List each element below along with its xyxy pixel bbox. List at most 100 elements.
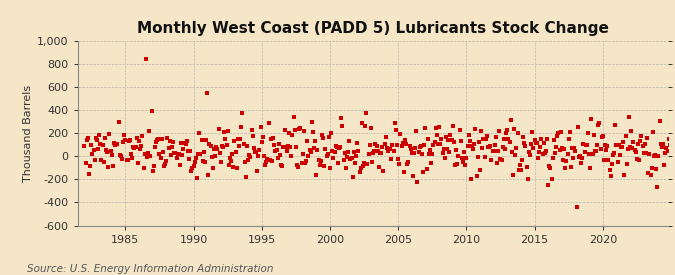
Point (510, 153, 520, 158)
Point (512, 131, 523, 135)
Point (105, 149, 116, 154)
Point (101, 148, 111, 152)
Point (336, 116, 347, 120)
Point (464, 139, 475, 143)
Point (405, 147, 416, 151)
Point (639, 151, 649, 155)
Point (645, 172, 656, 177)
Point (90, 136, 101, 141)
Point (140, 56, 151, 61)
Point (470, 127, 481, 131)
Point (621, 162, 632, 166)
Point (536, 137, 547, 141)
Point (503, 137, 514, 141)
Point (219, 130, 230, 134)
Point (533, 156, 543, 161)
Point (594, 121, 605, 125)
Point (629, 148, 640, 152)
Point (627, 146, 638, 150)
Point (350, 161, 360, 165)
Point (210, 154, 221, 158)
Point (466, 144, 477, 148)
Point (603, 158, 614, 162)
Point (485, 144, 495, 148)
Point (428, 142, 439, 147)
Point (481, 134, 492, 138)
Point (353, 148, 364, 153)
Point (416, 152, 427, 156)
Text: Source: U.S. Energy Information Administration: Source: U.S. Energy Information Administ… (27, 264, 273, 274)
Point (109, 141, 119, 145)
Point (612, 160, 623, 164)
Point (616, 145, 626, 150)
Point (544, 164, 555, 168)
Point (599, 158, 610, 163)
Point (352, 141, 362, 146)
Point (275, 153, 286, 158)
Point (659, 163, 670, 168)
Point (273, 142, 284, 146)
Point (280, 145, 291, 150)
Point (317, 133, 327, 138)
Point (369, 149, 380, 153)
Point (261, 160, 272, 164)
Point (531, 141, 541, 145)
Point (292, 163, 302, 167)
Point (242, 144, 252, 148)
Point (561, 159, 572, 163)
Point (547, 156, 558, 160)
Point (518, 135, 529, 139)
Point (235, 137, 246, 141)
Point (578, 142, 589, 146)
Point (589, 148, 600, 153)
Point (664, 143, 675, 147)
Point (456, 156, 467, 161)
Point (295, 125, 306, 130)
Point (169, 151, 180, 156)
Point (370, 142, 381, 146)
Point (212, 147, 223, 152)
Point (265, 137, 276, 141)
Point (312, 148, 323, 152)
Point (305, 149, 316, 154)
Point (215, 160, 226, 165)
Point (306, 120, 317, 124)
Point (576, 161, 587, 165)
Point (406, 151, 417, 155)
Point (624, 144, 635, 149)
Point (240, 174, 251, 179)
Point (326, 130, 337, 135)
Point (520, 144, 531, 148)
Point (96, 158, 107, 163)
Point (362, 162, 373, 167)
Point (506, 150, 517, 154)
Point (279, 127, 290, 132)
Point (433, 142, 443, 146)
Point (402, 161, 412, 166)
Point (120, 138, 131, 142)
Point (287, 133, 298, 138)
Point (413, 150, 424, 155)
Point (514, 163, 525, 167)
Point (194, 131, 205, 135)
Point (581, 143, 592, 147)
Point (373, 165, 384, 169)
Point (103, 165, 113, 170)
Point (342, 155, 352, 159)
Point (597, 134, 608, 138)
Point (340, 166, 351, 170)
Point (360, 124, 371, 128)
Point (283, 144, 294, 148)
Point (378, 169, 389, 173)
Point (459, 150, 470, 154)
Point (142, 151, 153, 155)
Point (132, 136, 142, 141)
Point (184, 156, 194, 161)
Point (187, 166, 198, 170)
Point (165, 153, 176, 157)
Point (262, 156, 273, 161)
Point (558, 158, 568, 162)
Point (644, 152, 655, 156)
Point (571, 204, 582, 209)
Point (92, 138, 103, 142)
